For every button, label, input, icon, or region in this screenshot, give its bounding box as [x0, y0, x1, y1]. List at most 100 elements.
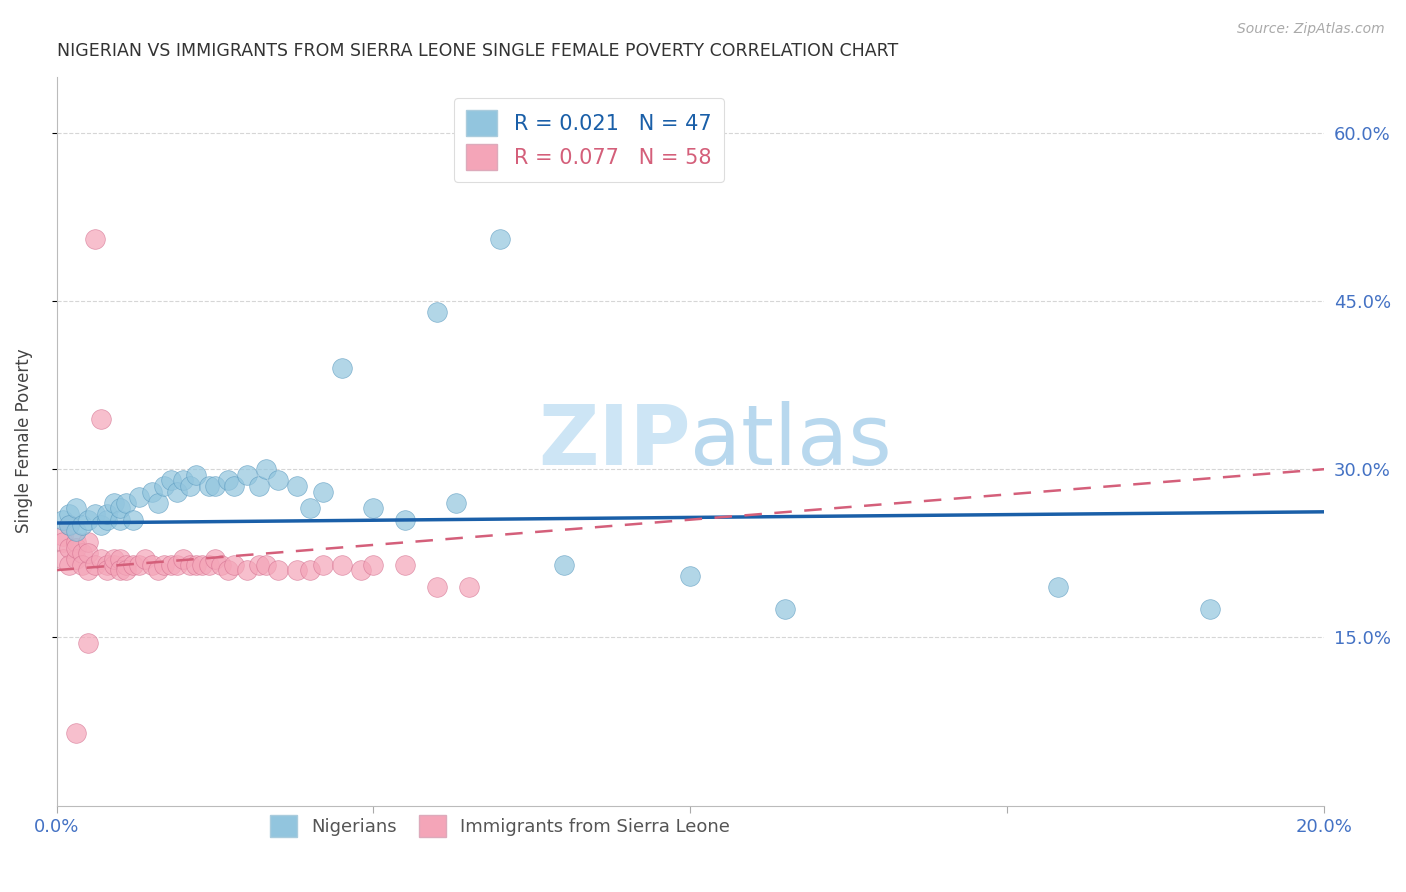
Point — [153, 558, 176, 572]
Point — [159, 558, 181, 572]
Point — [249, 558, 271, 572]
Point — [96, 563, 118, 577]
Legend: Nigerians, Immigrants from Sierra Leone: Nigerians, Immigrants from Sierra Leone — [263, 807, 738, 844]
Point — [222, 479, 245, 493]
Point — [141, 558, 163, 572]
Point — [108, 501, 131, 516]
Point — [172, 474, 194, 488]
Point — [58, 518, 80, 533]
Point — [103, 552, 125, 566]
Y-axis label: Single Female Poverty: Single Female Poverty — [15, 349, 32, 533]
Point — [184, 467, 207, 482]
Point — [254, 462, 277, 476]
Point — [312, 484, 335, 499]
Point — [287, 563, 309, 577]
Point — [426, 305, 449, 319]
Text: NIGERIAN VS IMMIGRANTS FROM SIERRA LEONE SINGLE FEMALE POVERTY CORRELATION CHART: NIGERIAN VS IMMIGRANTS FROM SIERRA LEONE… — [56, 42, 898, 60]
Point — [350, 563, 373, 577]
Point — [115, 558, 138, 572]
Point — [394, 558, 416, 572]
Point — [141, 484, 163, 499]
Point — [65, 726, 87, 740]
Point — [394, 513, 416, 527]
Point — [184, 558, 207, 572]
Point — [128, 490, 150, 504]
Point — [166, 484, 188, 499]
Point — [426, 580, 449, 594]
Point — [65, 501, 87, 516]
Point — [299, 501, 322, 516]
Point — [70, 546, 93, 560]
Point — [134, 552, 156, 566]
Point — [115, 496, 138, 510]
Point — [52, 535, 75, 549]
Point — [108, 513, 131, 527]
Point — [121, 513, 143, 527]
Point — [489, 232, 512, 246]
Point — [52, 513, 75, 527]
Point — [58, 507, 80, 521]
Point — [77, 636, 100, 650]
Point — [235, 563, 257, 577]
Point — [217, 563, 239, 577]
Point — [204, 552, 226, 566]
Point — [209, 558, 232, 572]
Point — [65, 541, 87, 555]
Point — [103, 496, 125, 510]
Point — [197, 558, 219, 572]
Point — [457, 580, 479, 594]
Point — [444, 496, 467, 510]
Point — [58, 558, 80, 572]
Point — [83, 232, 105, 246]
Point — [108, 563, 131, 577]
Point — [553, 558, 575, 572]
Point — [83, 558, 105, 572]
Point — [1046, 580, 1069, 594]
Point — [77, 513, 100, 527]
Point — [254, 558, 277, 572]
Point — [1199, 602, 1222, 616]
Point — [121, 558, 143, 572]
Point — [159, 474, 181, 488]
Point — [96, 507, 118, 521]
Point — [222, 558, 245, 572]
Point — [679, 568, 702, 582]
Point — [90, 552, 112, 566]
Point — [70, 518, 93, 533]
Point — [363, 558, 385, 572]
Point — [96, 513, 118, 527]
Point — [166, 558, 188, 572]
Point — [96, 558, 118, 572]
Point — [172, 552, 194, 566]
Text: Source: ZipAtlas.com: Source: ZipAtlas.com — [1237, 22, 1385, 37]
Point — [70, 558, 93, 572]
Point — [65, 535, 87, 549]
Point — [287, 479, 309, 493]
Text: atlas: atlas — [690, 401, 893, 482]
Point — [775, 602, 797, 616]
Point — [58, 541, 80, 555]
Point — [330, 558, 353, 572]
Point — [65, 524, 87, 538]
Point — [83, 507, 105, 521]
Point — [108, 552, 131, 566]
Point — [58, 518, 80, 533]
Point — [235, 467, 257, 482]
Point — [191, 558, 214, 572]
Point — [197, 479, 219, 493]
Point — [249, 479, 271, 493]
Point — [153, 479, 176, 493]
Point — [77, 546, 100, 560]
Point — [267, 563, 290, 577]
Point — [217, 474, 239, 488]
Point — [52, 552, 75, 566]
Point — [146, 496, 169, 510]
Text: ZIP: ZIP — [538, 401, 690, 482]
Point — [90, 518, 112, 533]
Point — [65, 552, 87, 566]
Point — [146, 563, 169, 577]
Point — [90, 411, 112, 425]
Point — [77, 563, 100, 577]
Point — [179, 479, 201, 493]
Point — [128, 558, 150, 572]
